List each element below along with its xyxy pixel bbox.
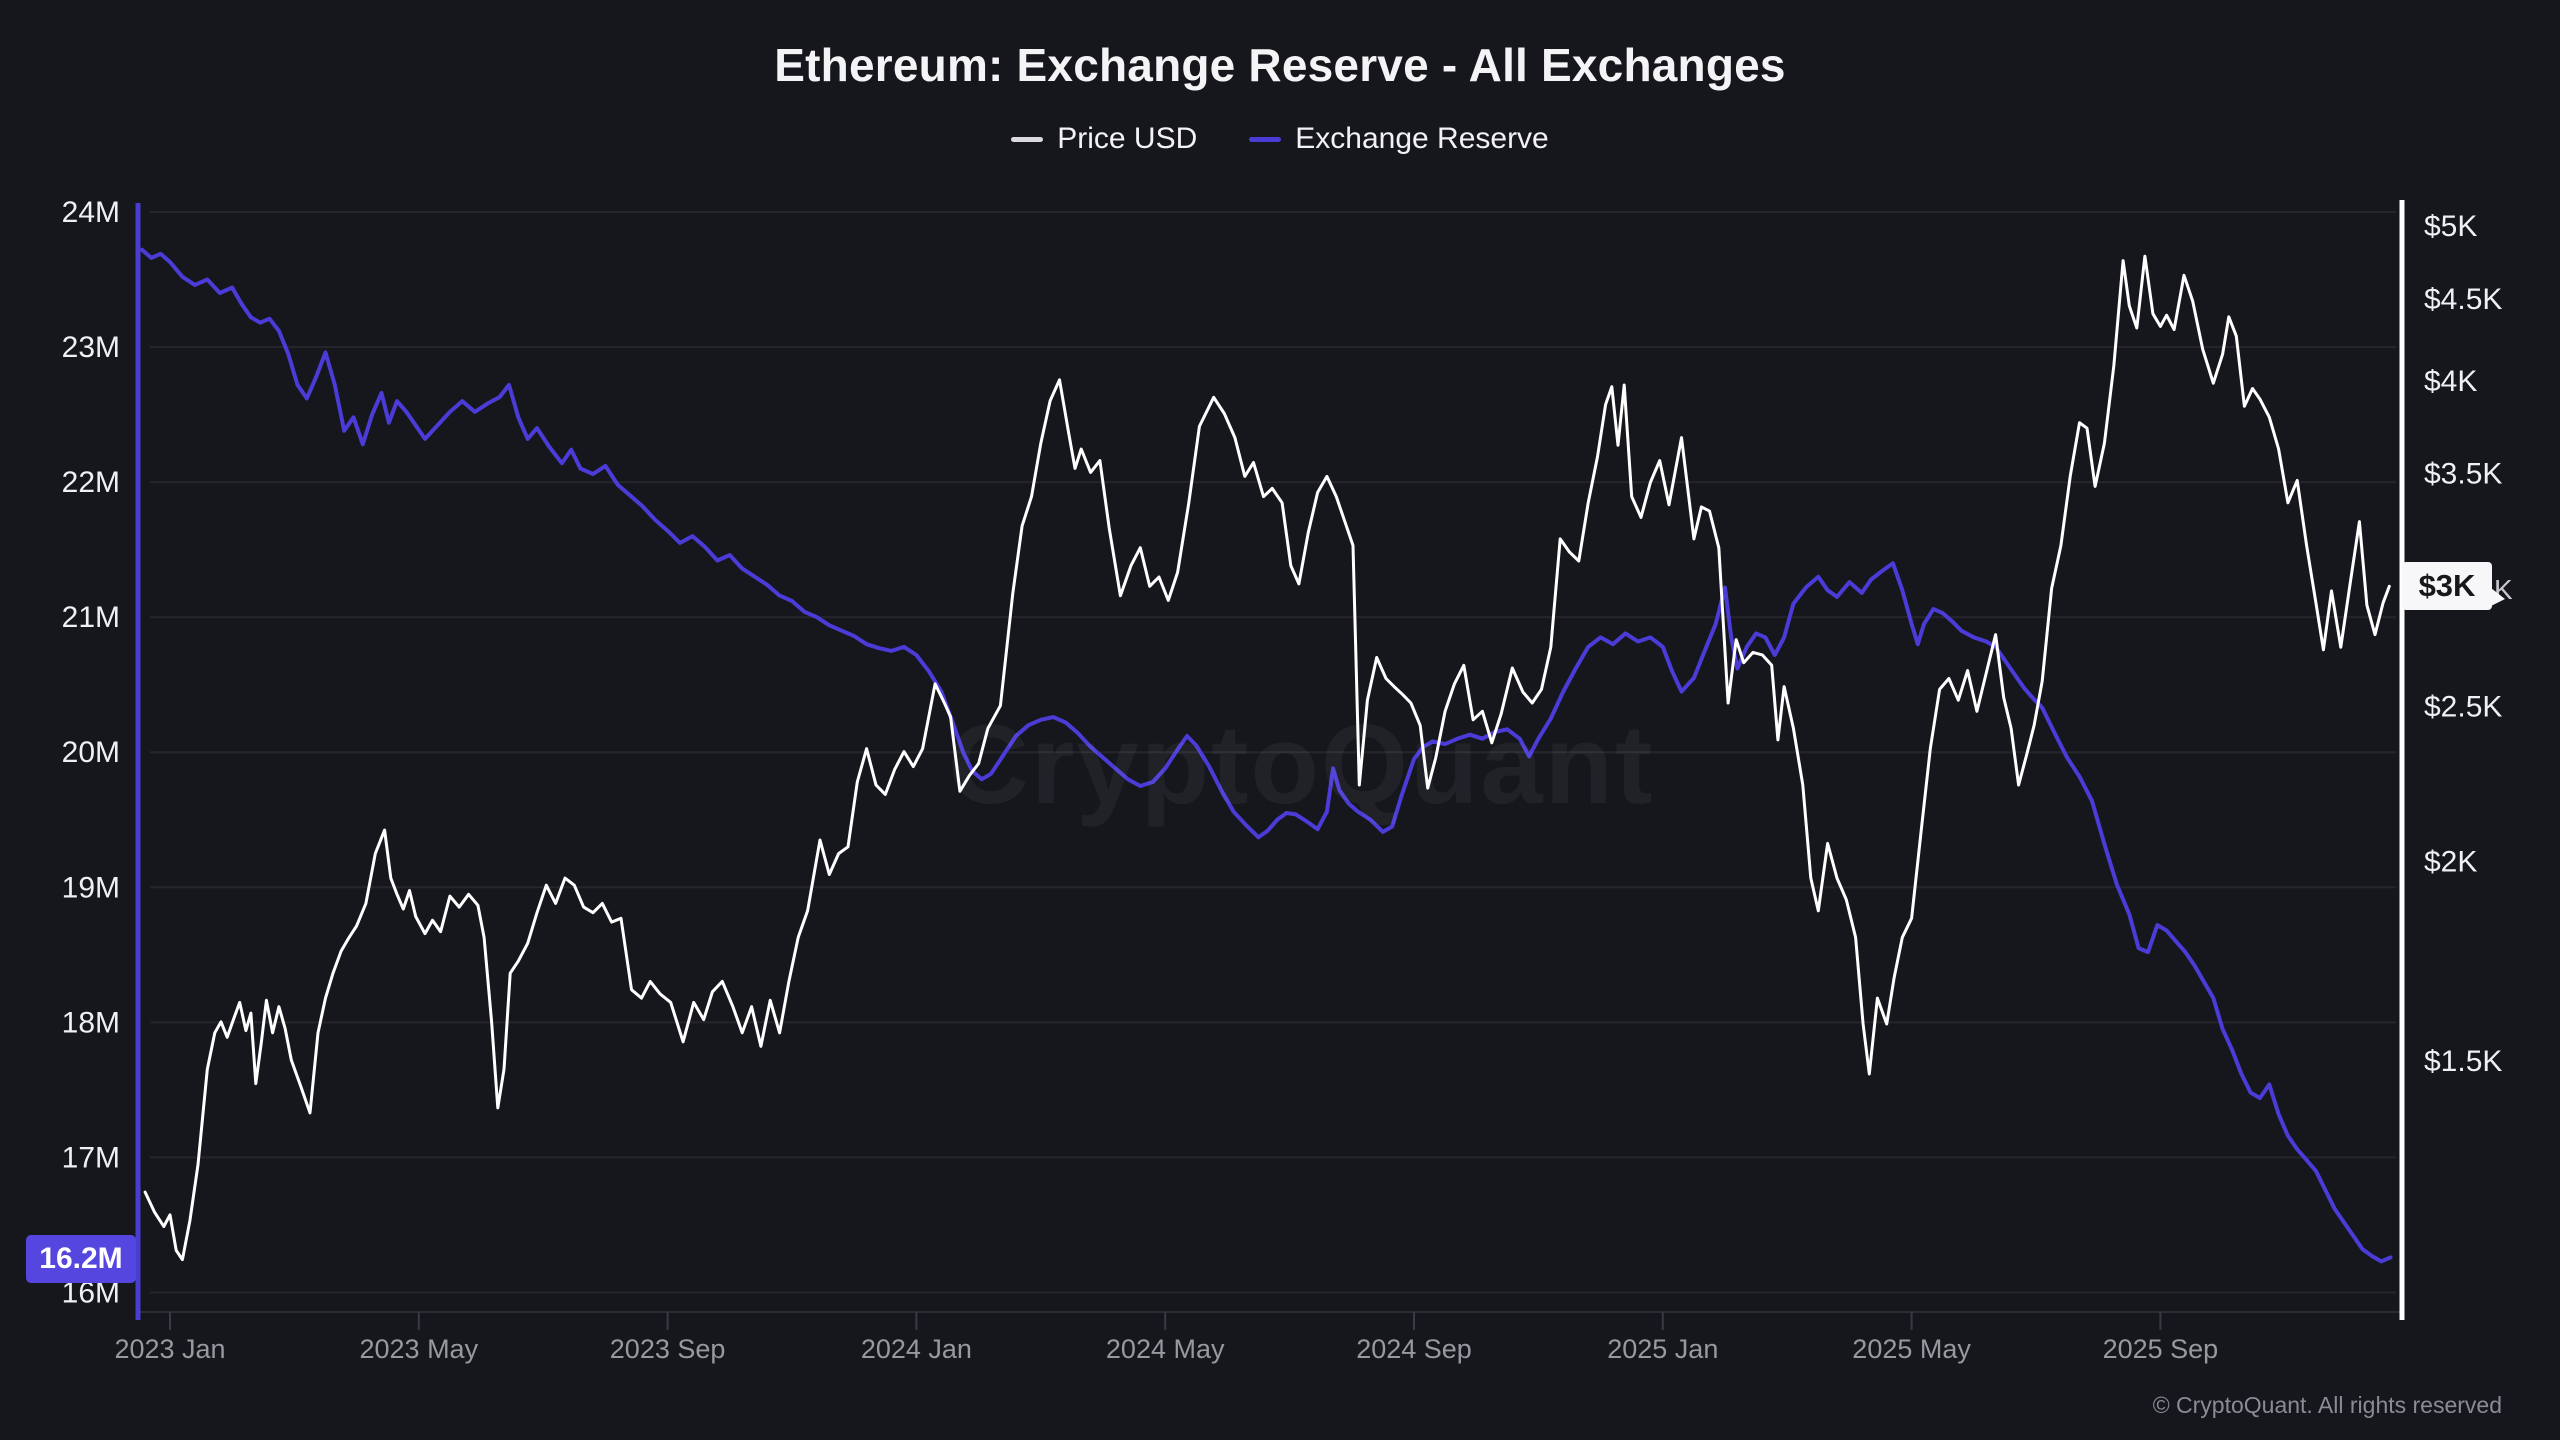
left-axis-tick-label: 17M [62,1141,120,1174]
x-axis-tick-label: 2023 Sep [610,1334,726,1364]
x-axis-tick-label: 2024 Jan [861,1334,972,1364]
legend-label: Exchange Reserve [1295,122,1549,155]
badge-tail [2491,588,2505,607]
right-axis-tick-label: $3.5K [2424,457,2502,490]
x-axis-tick-label: 2024 May [1106,1334,1225,1364]
legend-dash-icon [1249,136,1282,142]
x-axis-tick-label: 2025 Jan [1607,1334,1718,1364]
legend-item-price-usd[interactable]: Price USD [1011,122,1197,156]
right-axis-tick-label: $2K [2424,846,2477,879]
series-line-exchange-reserve [140,247,2393,1264]
left-axis-tick-label: 19M [62,871,120,904]
right-axis-tick-label: $4K [2424,365,2477,398]
legend-label: Price USD [1057,122,1198,155]
right-axis-tick-label: $5K [2424,210,2477,243]
x-axis-tick-label: 2023 May [360,1334,479,1364]
right-axis-tick-label: $2.5K [2424,691,2502,724]
price-current-value-badge: $3K [2402,562,2505,611]
left-axis-tick-label: 21M [62,601,120,634]
legend-dash-icon [1011,136,1044,142]
x-axis-tick-label: 2025 May [1852,1334,1971,1364]
left-axis-tick-label: 23M [62,331,120,364]
chart-legend: Price USD Exchange Reserve [0,122,2560,156]
copyright-text: © CryptoQuant. All rights reserved [2152,1392,2502,1418]
series-line-price-usd [143,254,2391,1262]
reserve-current-value-badge: 16.2M [26,1234,136,1283]
left-axis-tick-label: 22M [62,466,120,499]
left-axis-tick-label: 24M [62,196,120,229]
x-axis-tick-label: 2025 Sep [2103,1334,2219,1364]
legend-item-exchange-reserve[interactable]: Exchange Reserve [1249,122,1549,156]
right-axis-tick-label: $4.5K [2424,283,2502,316]
x-axis-tick-label: 2024 Sep [1356,1334,1472,1364]
page-title: Ethereum: Exchange Reserve - All Exchang… [774,39,1786,91]
left-axis-tick-label: 18M [62,1006,120,1039]
left-axis-tick-label: 20M [62,736,120,769]
price-current-value-text: $3K [2418,568,2476,604]
right-axis-tick-label: $1.5K [2424,1045,2502,1078]
x-axis-tick-label: 2023 Jan [114,1334,225,1364]
